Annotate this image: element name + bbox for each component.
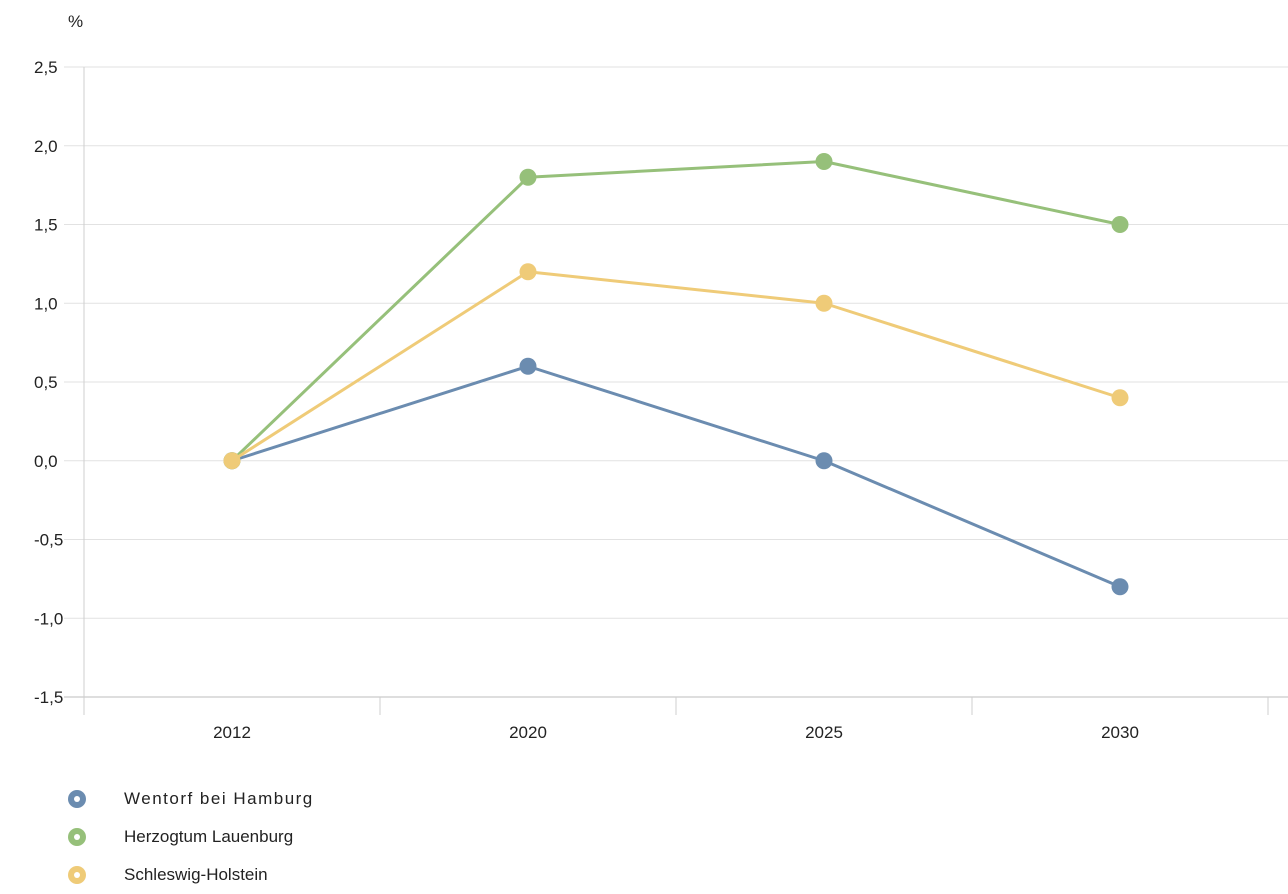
data-point: [1111, 389, 1129, 407]
y-tick-label: 2,5: [34, 58, 58, 77]
x-tick-label: 2020: [509, 723, 547, 742]
y-tick-label: 1,0: [34, 294, 58, 313]
legend-marker-icon: [68, 790, 86, 808]
series-wentorf-bei-hamburg: [223, 357, 1129, 596]
axes: [83, 67, 1269, 715]
legend-label: Herzogtum Lauenburg: [124, 827, 294, 846]
legend-label: Schleswig-Holstein: [124, 865, 268, 884]
y-unit-label: %: [68, 12, 83, 31]
legend-item-wentorf[interactable]: Wentorf bei Hamburg: [68, 780, 314, 818]
y-tick-label: -1,5: [34, 688, 63, 707]
series-line: [231, 364, 1121, 589]
line-chart: 2,5 2,0 1,5 1,0 0,5 0,0 -0,5 -1,0 -1,5 2012 2020 20…: [34, 12, 1288, 742]
legend-label: Wentorf bei Hamburg: [124, 789, 314, 808]
x-tick-label: 2025: [805, 723, 843, 742]
data-point: [815, 452, 833, 470]
data-point: [1111, 578, 1129, 596]
y-tick-label: -0,5: [34, 531, 63, 550]
legend: Wentorf bei Hamburg Herzogtum Lauenburg …: [68, 780, 314, 894]
legend-marker-icon: [68, 866, 86, 884]
tick-labels: 2,5 2,0 1,5 1,0 0,5 0,0 -0,5 -1,0 -1,5 2012 2020 20…: [34, 58, 1139, 742]
data-point: [519, 263, 537, 281]
series-herzogtum-lauenburg: [223, 153, 1129, 470]
y-tick-label: -1,0: [34, 609, 63, 628]
data-point: [519, 168, 537, 186]
data-point: [815, 294, 833, 312]
gridlines: [64, 66, 1288, 698]
x-tick-label: 2012: [213, 723, 251, 742]
y-tick-label: 0,5: [34, 373, 58, 392]
legend-item-herzogtum-lauenburg[interactable]: Herzogtum Lauenburg: [68, 818, 314, 856]
series-line: [231, 270, 1121, 463]
x-tick-label: 2030: [1101, 723, 1139, 742]
y-tick-label: 1,5: [34, 216, 58, 235]
legend-marker-icon: [68, 828, 86, 846]
y-tick-label: 2,0: [34, 137, 58, 156]
data-point: [1111, 216, 1129, 233]
data-point: [519, 357, 537, 375]
data-point: [223, 452, 241, 470]
series-lines: [223, 153, 1129, 596]
y-tick-label: 0,0: [34, 452, 58, 471]
series-line: [230, 160, 1121, 462]
series-schleswig-holstein: [223, 263, 1129, 470]
legend-item-schleswig-holstein[interactable]: Schleswig-Holstein: [68, 856, 314, 894]
data-point: [815, 153, 833, 170]
